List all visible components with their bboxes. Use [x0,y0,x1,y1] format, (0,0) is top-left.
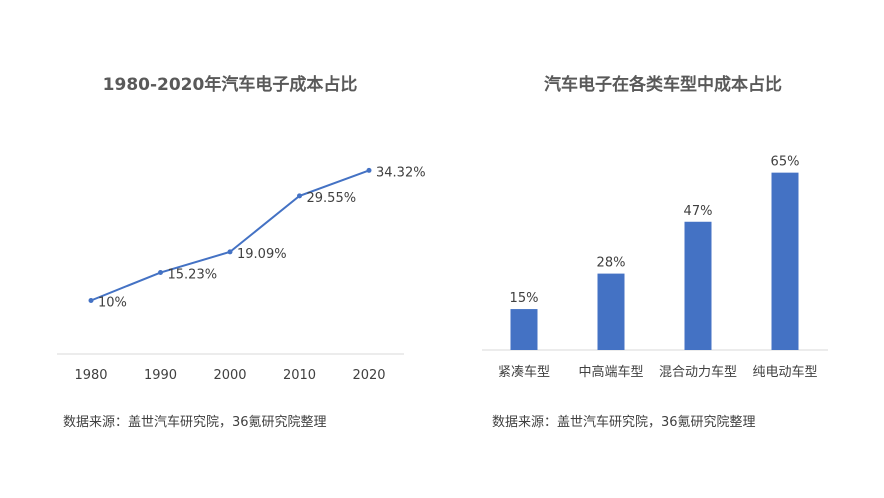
line-chart-point [88,298,94,303]
line-chart-panel: 1980-2020年汽车电子成本占比 1980 1990 2000 2010 2020 1… [57,75,426,430]
line-chart-source: 数据来源：盖世汽车研究院，36氪研究院整理 [63,415,327,430]
bar-chart-data-label: 15% [510,291,539,306]
line-chart-data-label: 29.55% [307,191,357,206]
bar-chart-x-tick-label: 混合动力车型 [659,364,737,380]
bar-chart-x-tick-label: 纯电动车型 [752,364,817,380]
line-chart-title: 1980-2020年汽车电子成本占比 [102,75,358,95]
bar-chart-source: 数据来源：盖世汽车研究院，36氪研究院整理 [492,415,756,430]
bar-chart-x-tick-label: 中高端车型 [578,364,643,380]
line-chart-x-tick-label: 1990 [144,368,177,383]
line-chart-data-label: 34.32% [376,165,426,180]
line-chart-point [366,167,372,173]
line-chart-x-tick-label: 1980 [74,368,107,383]
line-chart-x-tick-label: 2000 [213,368,246,383]
line-chart-x-tick-label: 2020 [352,368,385,383]
line-chart-point [227,249,233,255]
line-chart-point [297,193,302,199]
bar-chart-panel: 汽车电子在各类车型中成本占比 15% 紧凑车型 28% 中高端车型 47% 混合动力车型 6… [442,0,884,498]
line-chart-series-line [90,169,370,302]
bar-chart-data-label: 47% [684,204,713,219]
line-chart-data-label: 15.23% [168,268,218,283]
line-chart-data-label: 19.09% [237,247,287,262]
bar-chart-data-label: 65% [771,155,800,170]
bar-chart-bar [510,309,538,350]
line-chart-data-label: 10% [98,296,127,311]
bar-chart-bar [597,273,625,350]
bar-chart-title: 汽车电子在各类车型中成本占比 [544,75,782,95]
line-chart-x-tick-label: 2010 [283,368,316,383]
line-chart: 1980 1990 2000 2010 2020 10% 15.23% 19.09% 29.55… [57,165,426,383]
bar-chart-bar [771,172,799,350]
bar-chart: 15% 紧凑车型 28% 中高端车型 47% 混合动力车型 65% 纯电动车型 [482,155,828,380]
line-chart-point [158,270,163,276]
bar-chart-x-tick-label: 紧凑车型 [498,364,550,380]
bar-chart-data-label: 28% [597,256,626,271]
bar-chart-bar [684,221,712,350]
